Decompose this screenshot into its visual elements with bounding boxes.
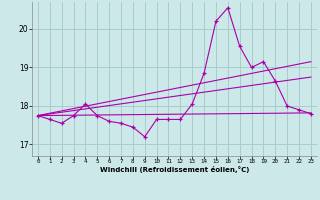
X-axis label: Windchill (Refroidissement éolien,°C): Windchill (Refroidissement éolien,°C) bbox=[100, 166, 249, 173]
